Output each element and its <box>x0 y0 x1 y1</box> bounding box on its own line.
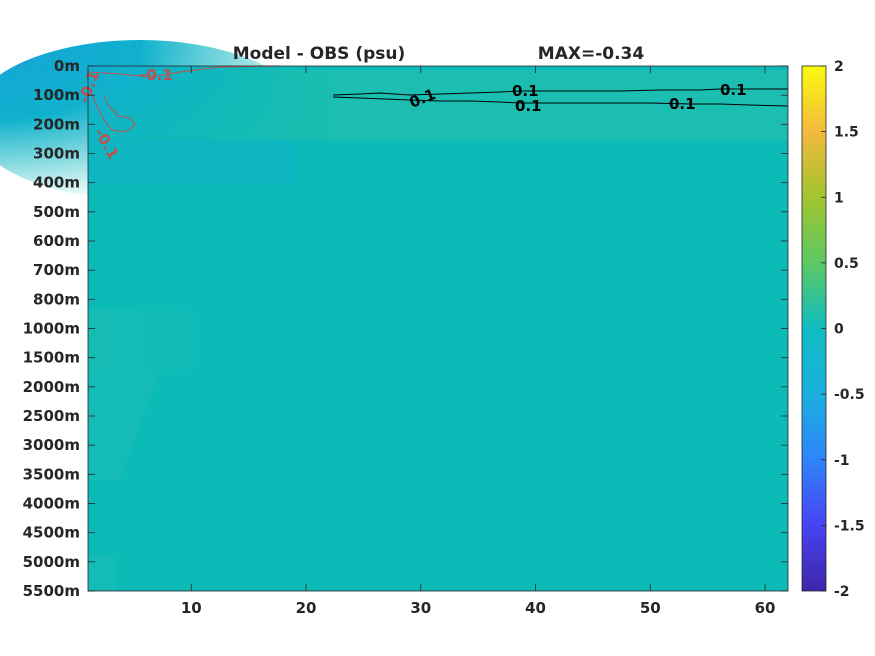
colorbar-tick-label: -1.5 <box>834 518 865 534</box>
contour-neg-loop <box>91 94 136 133</box>
y-tick-label: 700m <box>33 261 80 279</box>
colorbar-tick-label: -2 <box>834 584 850 600</box>
x-tick-label: 20 <box>296 599 317 617</box>
y-axis: 0m 100m 200m 300m 400m 500m 600m 700m 800m 1000m 1… <box>23 57 788 600</box>
y-tick-label: 600m <box>33 232 80 250</box>
y-tick-label: 5500m <box>23 582 80 600</box>
contour-line-upper <box>332 88 788 96</box>
colorbar-tick-label: -0.5 <box>834 387 865 403</box>
deep-wedge <box>88 370 160 480</box>
colorbar-tick-label: 1 <box>834 190 844 206</box>
y-tick-label: 2500m <box>23 407 80 425</box>
y-tick-label: 3500m <box>23 465 80 483</box>
contour-label: 0.1 <box>669 95 696 113</box>
chart-title: Model - OBS (psu) <box>233 44 406 64</box>
colorbar-tick-label: 1.5 <box>834 125 859 141</box>
x-tick-label: 10 <box>181 599 202 617</box>
y-tick-label: 300m <box>33 145 80 163</box>
y-tick-label: 4500m <box>23 524 80 542</box>
y-tick-label: 0m <box>54 57 80 75</box>
bottom-patch <box>88 555 116 591</box>
colorbar-tick-label: 0.5 <box>834 256 859 272</box>
x-tick-label: 50 <box>640 599 661 617</box>
y-tick-label: 100m <box>33 86 80 104</box>
colorbar-ticks: 2 1.5 1 0.5 0 -0.5 -1 -1.5 -2 <box>821 59 865 600</box>
y-tick-label: 800m <box>33 290 80 308</box>
y-tick-label: 500m <box>33 203 80 221</box>
deep-patch <box>88 310 228 370</box>
y-tick-label: 5000m <box>23 553 80 571</box>
x-tick-label: 40 <box>525 599 546 617</box>
y-tick-label: 3000m <box>23 436 80 454</box>
colorbar-tick-label: 2 <box>834 59 844 75</box>
y-tick-label: 1500m <box>23 349 80 367</box>
y-tick-label: 2000m <box>23 378 80 396</box>
contour-label: 0.1 <box>515 97 542 115</box>
contour-label: -0.1 <box>140 66 173 84</box>
negative-anomaly-strip <box>88 140 298 185</box>
colorbar-tick-label: 0 <box>834 322 844 338</box>
contour-label: 0.1 <box>512 82 539 100</box>
y-tick-label: 4000m <box>23 495 80 513</box>
x-tick-label: 60 <box>755 599 776 617</box>
y-tick-label: 1000m <box>23 320 80 338</box>
y-tick-label: 400m <box>33 174 80 192</box>
x-tick-label: 30 <box>410 599 431 617</box>
contour-line-lower <box>332 96 789 107</box>
max-label: MAX=-0.34 <box>538 44 645 64</box>
contour-neg-surface <box>87 65 281 78</box>
contour-label: 0.1 <box>720 81 747 99</box>
x-axis: 10 20 30 40 50 60 <box>181 66 776 617</box>
colorbar-tick-label: -1 <box>834 453 850 469</box>
y-tick-label: 200m <box>33 115 80 133</box>
